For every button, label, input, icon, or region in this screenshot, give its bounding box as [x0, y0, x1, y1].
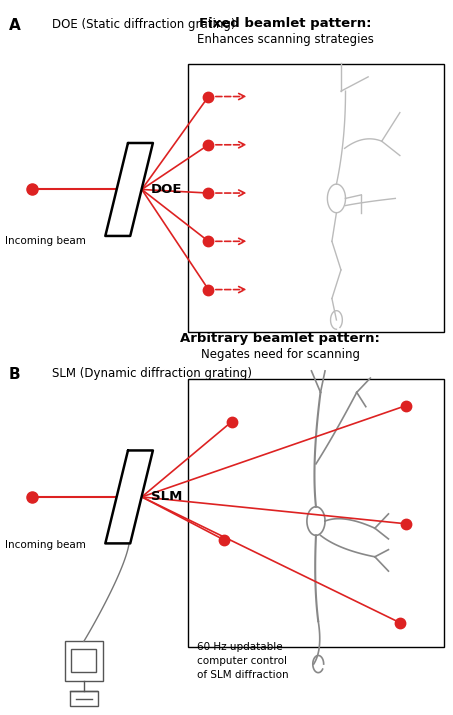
- Text: Fixed beamlet pattern:: Fixed beamlet pattern:: [199, 17, 371, 30]
- Polygon shape: [105, 143, 153, 236]
- Bar: [188, 64, 444, 332]
- Text: Enhances scanning strategies: Enhances scanning strategies: [197, 34, 374, 46]
- Text: Arbitrary beamlet pattern:: Arbitrary beamlet pattern:: [180, 332, 380, 345]
- Text: DOE (Static diffraction grating): DOE (Static diffraction grating): [52, 18, 236, 31]
- Text: B: B: [9, 367, 21, 382]
- Text: A: A: [9, 18, 21, 33]
- Text: SLM: SLM: [151, 490, 182, 503]
- Text: Incoming beam: Incoming beam: [5, 236, 86, 246]
- Bar: [188, 379, 444, 647]
- Text: SLM (Dynamic diffraction grating): SLM (Dynamic diffraction grating): [52, 367, 252, 380]
- Text: DOE: DOE: [151, 183, 183, 196]
- Text: Incoming beam: Incoming beam: [5, 540, 86, 550]
- Text: Negates need for scanning: Negates need for scanning: [201, 348, 360, 361]
- Polygon shape: [105, 450, 153, 543]
- Text: 60 Hz updatable
computer control
of SLM diffraction: 60 Hz updatable computer control of SLM …: [197, 642, 289, 680]
